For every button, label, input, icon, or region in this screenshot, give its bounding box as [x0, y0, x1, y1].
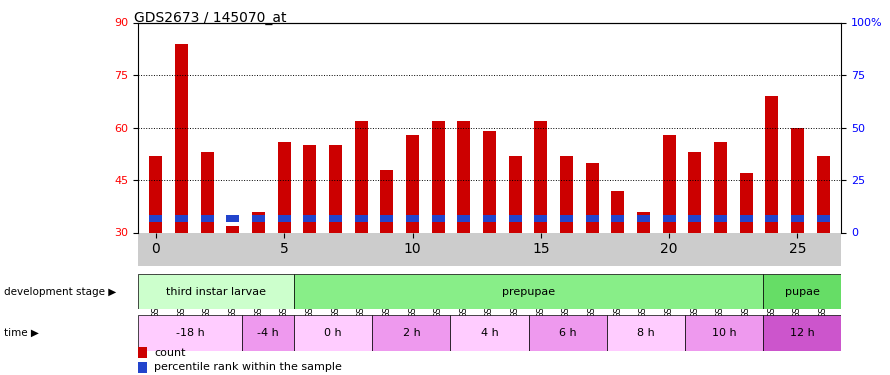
Bar: [329, 145, 342, 232]
Bar: [329, 215, 342, 222]
Bar: [765, 215, 778, 222]
Bar: [295, 274, 763, 309]
Bar: [355, 120, 368, 232]
Bar: [303, 215, 316, 222]
Bar: [688, 215, 701, 222]
Bar: [175, 44, 188, 232]
Text: 2 h: 2 h: [402, 328, 420, 338]
Text: percentile rank within the sample: percentile rank within the sample: [154, 363, 342, 372]
Text: 8 h: 8 h: [637, 328, 655, 338]
Bar: [560, 215, 573, 222]
Bar: [380, 215, 393, 222]
Text: time ▶: time ▶: [4, 328, 39, 338]
Bar: [242, 315, 295, 351]
Bar: [509, 215, 522, 222]
Bar: [817, 156, 829, 232]
Bar: [586, 162, 599, 232]
Bar: [450, 315, 529, 351]
Bar: [791, 128, 804, 232]
Bar: [763, 274, 841, 309]
Bar: [534, 215, 547, 222]
Text: count: count: [154, 348, 185, 357]
Bar: [226, 225, 239, 232]
Text: pupae: pupae: [785, 286, 820, 297]
Text: 12 h: 12 h: [789, 328, 814, 338]
Bar: [295, 315, 372, 351]
Bar: [150, 156, 162, 232]
Bar: [278, 141, 291, 232]
Text: 0 h: 0 h: [325, 328, 342, 338]
Bar: [529, 315, 607, 351]
Bar: [534, 120, 547, 232]
Text: 6 h: 6 h: [559, 328, 577, 338]
Bar: [175, 215, 188, 222]
Bar: [663, 135, 676, 232]
Text: GDS2673 / 145070_at: GDS2673 / 145070_at: [134, 11, 286, 25]
Bar: [303, 145, 316, 232]
Bar: [483, 215, 496, 222]
Bar: [509, 156, 522, 232]
Bar: [201, 152, 214, 232]
Bar: [663, 215, 676, 222]
Bar: [817, 215, 829, 222]
Bar: [457, 120, 470, 232]
Bar: [150, 215, 162, 222]
Bar: [226, 215, 239, 222]
Text: 4 h: 4 h: [481, 328, 498, 338]
Bar: [791, 215, 804, 222]
Bar: [252, 211, 265, 232]
Text: 10 h: 10 h: [711, 328, 736, 338]
Text: prepupae: prepupae: [502, 286, 555, 297]
Text: -4 h: -4 h: [257, 328, 279, 338]
Bar: [483, 131, 496, 232]
Bar: [637, 215, 650, 222]
Bar: [684, 315, 763, 351]
Bar: [278, 215, 291, 222]
Bar: [714, 141, 727, 232]
Bar: [586, 215, 599, 222]
Bar: [380, 170, 393, 232]
Text: -18 h: -18 h: [175, 328, 205, 338]
Bar: [763, 315, 841, 351]
Bar: [740, 215, 753, 222]
Bar: [138, 274, 295, 309]
Bar: [372, 315, 450, 351]
Bar: [138, 315, 242, 351]
Bar: [560, 156, 573, 232]
Bar: [714, 215, 727, 222]
Bar: [432, 120, 445, 232]
Bar: [611, 190, 624, 232]
Bar: [457, 215, 470, 222]
Bar: [611, 215, 624, 222]
Text: third instar larvae: third instar larvae: [166, 286, 266, 297]
Bar: [406, 215, 419, 222]
Bar: [765, 96, 778, 232]
Bar: [355, 215, 368, 222]
Bar: [406, 135, 419, 232]
Bar: [201, 215, 214, 222]
Bar: [432, 215, 445, 222]
Bar: [740, 173, 753, 232]
Bar: [252, 215, 265, 222]
Bar: [688, 152, 701, 232]
Bar: [637, 211, 650, 232]
Text: development stage ▶: development stage ▶: [4, 286, 117, 297]
Bar: [607, 315, 684, 351]
